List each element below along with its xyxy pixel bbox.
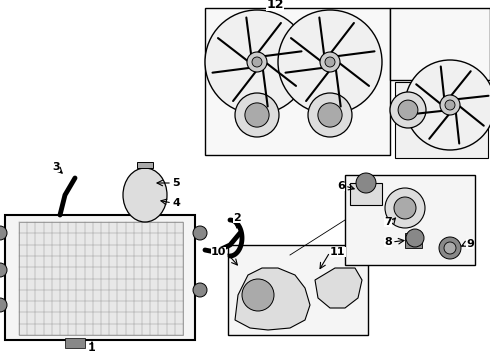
Circle shape <box>356 173 376 193</box>
Bar <box>345 175 475 265</box>
Circle shape <box>0 226 7 240</box>
Circle shape <box>320 52 340 72</box>
Polygon shape <box>395 82 488 158</box>
Polygon shape <box>315 268 362 308</box>
Circle shape <box>308 93 352 137</box>
Bar <box>205 8 390 155</box>
Text: 12: 12 <box>266 0 284 10</box>
Circle shape <box>278 10 382 114</box>
Text: 9: 9 <box>466 239 474 249</box>
Circle shape <box>444 242 456 254</box>
Circle shape <box>390 92 426 128</box>
Text: 8: 8 <box>384 237 392 247</box>
Circle shape <box>0 298 7 312</box>
Circle shape <box>193 226 207 240</box>
Text: 3: 3 <box>52 162 60 172</box>
Circle shape <box>245 103 269 127</box>
Circle shape <box>205 10 309 114</box>
Bar <box>405 233 422 248</box>
Circle shape <box>406 229 424 247</box>
Circle shape <box>247 52 267 72</box>
Circle shape <box>0 263 7 277</box>
Ellipse shape <box>123 168 167 222</box>
Bar <box>390 8 490 80</box>
Circle shape <box>235 93 279 137</box>
Text: 6: 6 <box>337 181 345 191</box>
Text: 10: 10 <box>211 247 226 257</box>
Bar <box>137 162 153 168</box>
Polygon shape <box>235 268 310 330</box>
Bar <box>228 245 368 335</box>
Circle shape <box>398 100 418 120</box>
Circle shape <box>193 283 207 297</box>
Text: 7: 7 <box>384 217 392 227</box>
Circle shape <box>439 237 461 259</box>
Text: 4: 4 <box>172 198 180 208</box>
Circle shape <box>252 57 262 67</box>
Circle shape <box>385 188 425 228</box>
Text: 5: 5 <box>172 178 180 188</box>
Circle shape <box>440 95 460 115</box>
Text: 11: 11 <box>330 247 345 257</box>
Text: 2: 2 <box>233 213 241 223</box>
Bar <box>65 338 85 348</box>
Bar <box>5 215 195 340</box>
Circle shape <box>445 100 455 110</box>
Text: 1: 1 <box>88 343 96 353</box>
Circle shape <box>242 279 274 311</box>
Bar <box>19 222 183 335</box>
Circle shape <box>405 60 490 150</box>
Bar <box>350 183 382 205</box>
Circle shape <box>325 57 335 67</box>
Circle shape <box>318 103 342 127</box>
Circle shape <box>394 197 416 219</box>
